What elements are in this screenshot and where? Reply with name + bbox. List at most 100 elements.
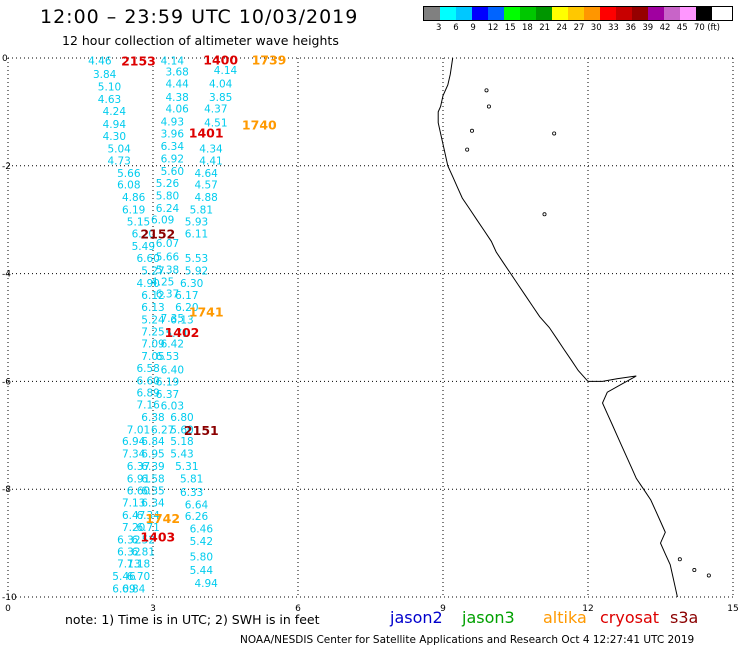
colorbar-swatch bbox=[696, 7, 712, 20]
wave-height-label: 6.08 bbox=[117, 180, 140, 192]
wave-height-label: 7.35 bbox=[161, 313, 184, 325]
colorbar-label: 9 bbox=[470, 23, 476, 33]
y-tick-label: -6 bbox=[2, 377, 11, 387]
wave-height-label: 6.37 bbox=[156, 389, 179, 401]
colorbar-label: 30 bbox=[590, 23, 602, 33]
wave-height-label: 6.20 bbox=[175, 302, 198, 314]
colorbar-swatches bbox=[423, 6, 733, 21]
wave-height-label: 7.20 bbox=[122, 522, 145, 534]
wave-height-label: 6.53 bbox=[156, 351, 179, 363]
wave-height-label: 5.15 bbox=[127, 216, 150, 228]
wave-height-label: 4.51 bbox=[204, 118, 227, 130]
wave-height-label: 4.24 bbox=[103, 106, 127, 118]
colorbar-swatch bbox=[536, 7, 552, 20]
wave-height-label: 7.01 bbox=[127, 424, 150, 436]
wave-height-label: 6.30 bbox=[180, 278, 203, 290]
wave-height-label: 4.06 bbox=[165, 104, 189, 116]
colorbar-labels: 3 6 9 12 15 18 21 24 27 30 33 36 39 42 45 70 (ft) bbox=[423, 23, 733, 35]
colorbar-label: 12 bbox=[487, 23, 499, 33]
track-time-label: 1739 bbox=[252, 53, 287, 68]
wave-height-label: 7.13 bbox=[122, 498, 145, 510]
wave-height-label: 7.25 bbox=[141, 326, 164, 338]
colorbar-swatch bbox=[472, 7, 488, 20]
wave-height-label: 6.09 bbox=[112, 583, 135, 595]
map-title: 12:00 – 23:59 UTC 10/03/2019 bbox=[40, 6, 359, 28]
wave-height-label: 6.17 bbox=[175, 290, 198, 302]
track-time-label: 1401 bbox=[189, 125, 224, 140]
wave-height-label: 5.81 bbox=[190, 204, 213, 216]
wave-height-label: 6.60 bbox=[127, 485, 150, 497]
y-tick-label: -8 bbox=[2, 485, 11, 495]
wave-height-label: 6.34 bbox=[136, 510, 160, 522]
colorbar-label: 36 bbox=[625, 23, 637, 33]
colorbar-label: 70 bbox=[694, 23, 705, 33]
wave-height-label: 4.93 bbox=[161, 117, 184, 129]
wave-height-label: 6.58 bbox=[141, 473, 164, 485]
wave-height-label: 5.53 bbox=[185, 253, 208, 265]
colorbar-swatch bbox=[616, 7, 632, 20]
x-tick-label: 15 bbox=[727, 604, 738, 614]
wave-height-label: 4.14 bbox=[214, 65, 238, 77]
wave-height-label: 4.57 bbox=[194, 180, 217, 192]
wave-height-label: 4.41 bbox=[199, 155, 222, 167]
colorbar-label: 42 bbox=[659, 23, 671, 33]
wave-height-label: 6.52 bbox=[132, 534, 155, 546]
wave-height-label: 5.60 bbox=[170, 424, 193, 436]
wave-height-label: 4.25 bbox=[151, 277, 174, 289]
wave-height-label: 6.07 bbox=[156, 238, 179, 250]
wave-height-label: 4.30 bbox=[103, 131, 126, 143]
colorbar-swatch bbox=[552, 7, 568, 20]
x-tick-label: 0 bbox=[5, 604, 11, 614]
colorbar-swatch bbox=[600, 7, 616, 20]
wave-height-label: 7.13 bbox=[117, 559, 140, 571]
y-tick-label: -2 bbox=[2, 162, 11, 172]
wave-height-label: 5.24 bbox=[141, 314, 165, 326]
wave-height-label: 4.73 bbox=[107, 155, 130, 167]
wave-height-label: 5.49 bbox=[132, 241, 155, 253]
wave-height-label: 6.11 bbox=[185, 229, 208, 241]
colorbar-swatch bbox=[456, 7, 472, 20]
wave-height-label: 6.27 bbox=[151, 424, 174, 436]
wave-height-label: 5.92 bbox=[185, 265, 208, 277]
wave-height-label: 4.38 bbox=[165, 92, 188, 104]
wave-height-label: 6.37 bbox=[127, 461, 150, 473]
wave-height-label: 6.42 bbox=[161, 339, 184, 351]
mission-label-altika: altika bbox=[543, 608, 587, 627]
wave-height-label: 5.93 bbox=[185, 216, 208, 228]
wave-height-label: 5.44 bbox=[190, 565, 214, 577]
wave-height-label: 5.71 bbox=[165, 328, 188, 340]
wave-height-label: 5.26 bbox=[156, 178, 180, 190]
wave-height-label: 6.94 bbox=[122, 436, 146, 448]
wave-height-label: 4.14 bbox=[161, 56, 185, 68]
wave-height-label: 6.81 bbox=[132, 547, 155, 559]
island bbox=[542, 212, 547, 217]
track-time-label: 2151 bbox=[184, 423, 219, 438]
wave-height-label: 6.26 bbox=[185, 511, 209, 523]
wave-height-label: 6.89 bbox=[136, 388, 159, 400]
wave-height-label: 6.58 bbox=[136, 363, 159, 375]
island bbox=[484, 88, 489, 93]
wave-height-label: 4.86 bbox=[122, 192, 146, 204]
wave-height-label: 3.84 bbox=[93, 69, 117, 81]
wave-height-label: 6.38 bbox=[141, 412, 164, 424]
colorbar-label: 27 bbox=[573, 23, 585, 33]
colorbar-swatch bbox=[504, 7, 520, 20]
wave-height-label: 6.33 bbox=[180, 487, 203, 499]
island bbox=[469, 128, 474, 133]
y-tick-label: -10 bbox=[2, 593, 17, 603]
wave-height-label: 6.92 bbox=[161, 153, 184, 165]
wave-height-label: 7.09 bbox=[141, 339, 164, 351]
colorbar-label: 6 bbox=[453, 23, 459, 33]
footnote: note: 1) Time is in UTC; 2) SWH is in fe… bbox=[65, 612, 320, 627]
wave-height-label: 6.03 bbox=[161, 401, 184, 413]
map-subtitle: 12 hour collection of altimeter wave hei… bbox=[62, 33, 339, 48]
wave-height-label: 5.18 bbox=[170, 436, 193, 448]
track-time-label: 2153 bbox=[121, 54, 156, 69]
island bbox=[706, 573, 711, 578]
track-time-label: 1403 bbox=[140, 530, 175, 545]
wave-height-label: 4.94 bbox=[194, 578, 218, 590]
colorbar-label: 21 bbox=[539, 23, 551, 33]
wave-height-label: 7.16 bbox=[136, 400, 160, 412]
wave-height-label: 5.27 bbox=[141, 265, 164, 277]
